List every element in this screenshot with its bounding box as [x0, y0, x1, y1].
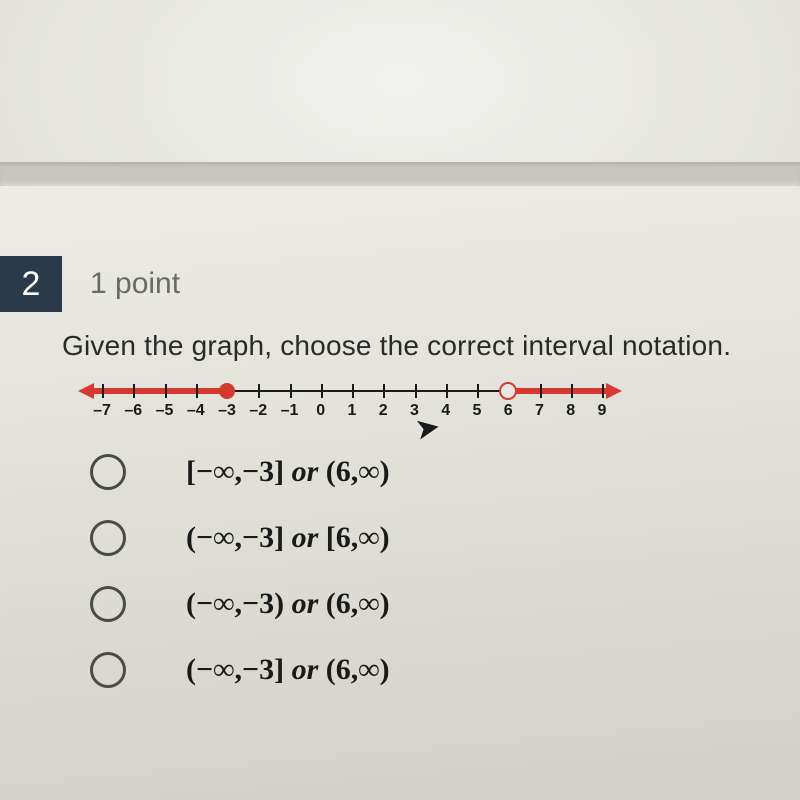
- tick-mark: [133, 384, 135, 398]
- option-label: (−∞,−3) or (6,∞): [186, 587, 390, 621]
- radio-icon[interactable]: [90, 454, 126, 490]
- tick-mark: [571, 384, 573, 398]
- option-4[interactable]: (−∞,−3] or (6,∞): [90, 652, 750, 688]
- tick-mark: [165, 384, 167, 398]
- option-2[interactable]: (−∞,−3] or [6,∞): [90, 520, 750, 556]
- tick-label: 5: [473, 402, 482, 420]
- tick-label: 1: [348, 402, 357, 420]
- horizontal-divider: [0, 162, 800, 186]
- question-number-badge: 2: [0, 256, 62, 312]
- tick-mark: [290, 384, 292, 398]
- option-3[interactable]: (−∞,−3) or (6,∞): [90, 586, 750, 622]
- tick-label: 4: [441, 402, 450, 420]
- tick-mark: [446, 384, 448, 398]
- number-line-segment: [90, 388, 227, 394]
- tick-mark: [321, 384, 323, 398]
- number-line-graph: –7 –6 –5 –4 –3 –2 –1 0 1 2 3 4 5 6 7 8 9: [80, 376, 620, 436]
- tick-label: 6: [504, 402, 513, 420]
- tick-mark: [540, 384, 542, 398]
- option-label: (−∞,−3] or (6,∞): [186, 653, 390, 687]
- option-label: (−∞,−3] or [6,∞): [186, 521, 390, 555]
- tick-label: –4: [187, 402, 205, 420]
- radio-icon[interactable]: [90, 586, 126, 622]
- question-prompt: Given the graph, choose the correct inte…: [62, 330, 750, 362]
- tick-label: 8: [566, 402, 575, 420]
- tick-label: –3: [218, 402, 236, 420]
- tick-mark: [196, 384, 198, 398]
- number-line-segment: [508, 388, 610, 394]
- tick-label: –7: [93, 402, 111, 420]
- radio-icon[interactable]: [90, 520, 126, 556]
- tick-mark: [415, 384, 417, 398]
- closed-point: [219, 383, 235, 399]
- tick-mark: [352, 384, 354, 398]
- tick-label: 2: [379, 402, 388, 420]
- question-panel: ➤ 2 1 point Given the graph, choose the …: [0, 186, 800, 800]
- answer-options: [−∞,−3] or (6,∞) (−∞,−3] or [6,∞) (−∞,−3…: [90, 454, 750, 688]
- tick-mark: [383, 384, 385, 398]
- tick-mark: [102, 384, 104, 398]
- tick-label: 3: [410, 402, 419, 420]
- question-header: 2 1 point: [0, 256, 750, 312]
- tick-label: –2: [249, 402, 267, 420]
- points-label: 1 point: [90, 267, 180, 301]
- open-point: [499, 382, 517, 400]
- tick-label: 0: [316, 402, 325, 420]
- option-label: [−∞,−3] or (6,∞): [186, 455, 390, 489]
- tick-label: –1: [281, 402, 299, 420]
- tick-label: 7: [535, 402, 544, 420]
- tick-label: 9: [598, 402, 607, 420]
- tick-label: –5: [156, 402, 174, 420]
- tick-mark: [477, 384, 479, 398]
- tick-mark: [602, 384, 604, 398]
- option-1[interactable]: [−∞,−3] or (6,∞): [90, 454, 750, 490]
- tick-label: –6: [124, 402, 142, 420]
- tick-mark: [258, 384, 260, 398]
- radio-icon[interactable]: [90, 652, 126, 688]
